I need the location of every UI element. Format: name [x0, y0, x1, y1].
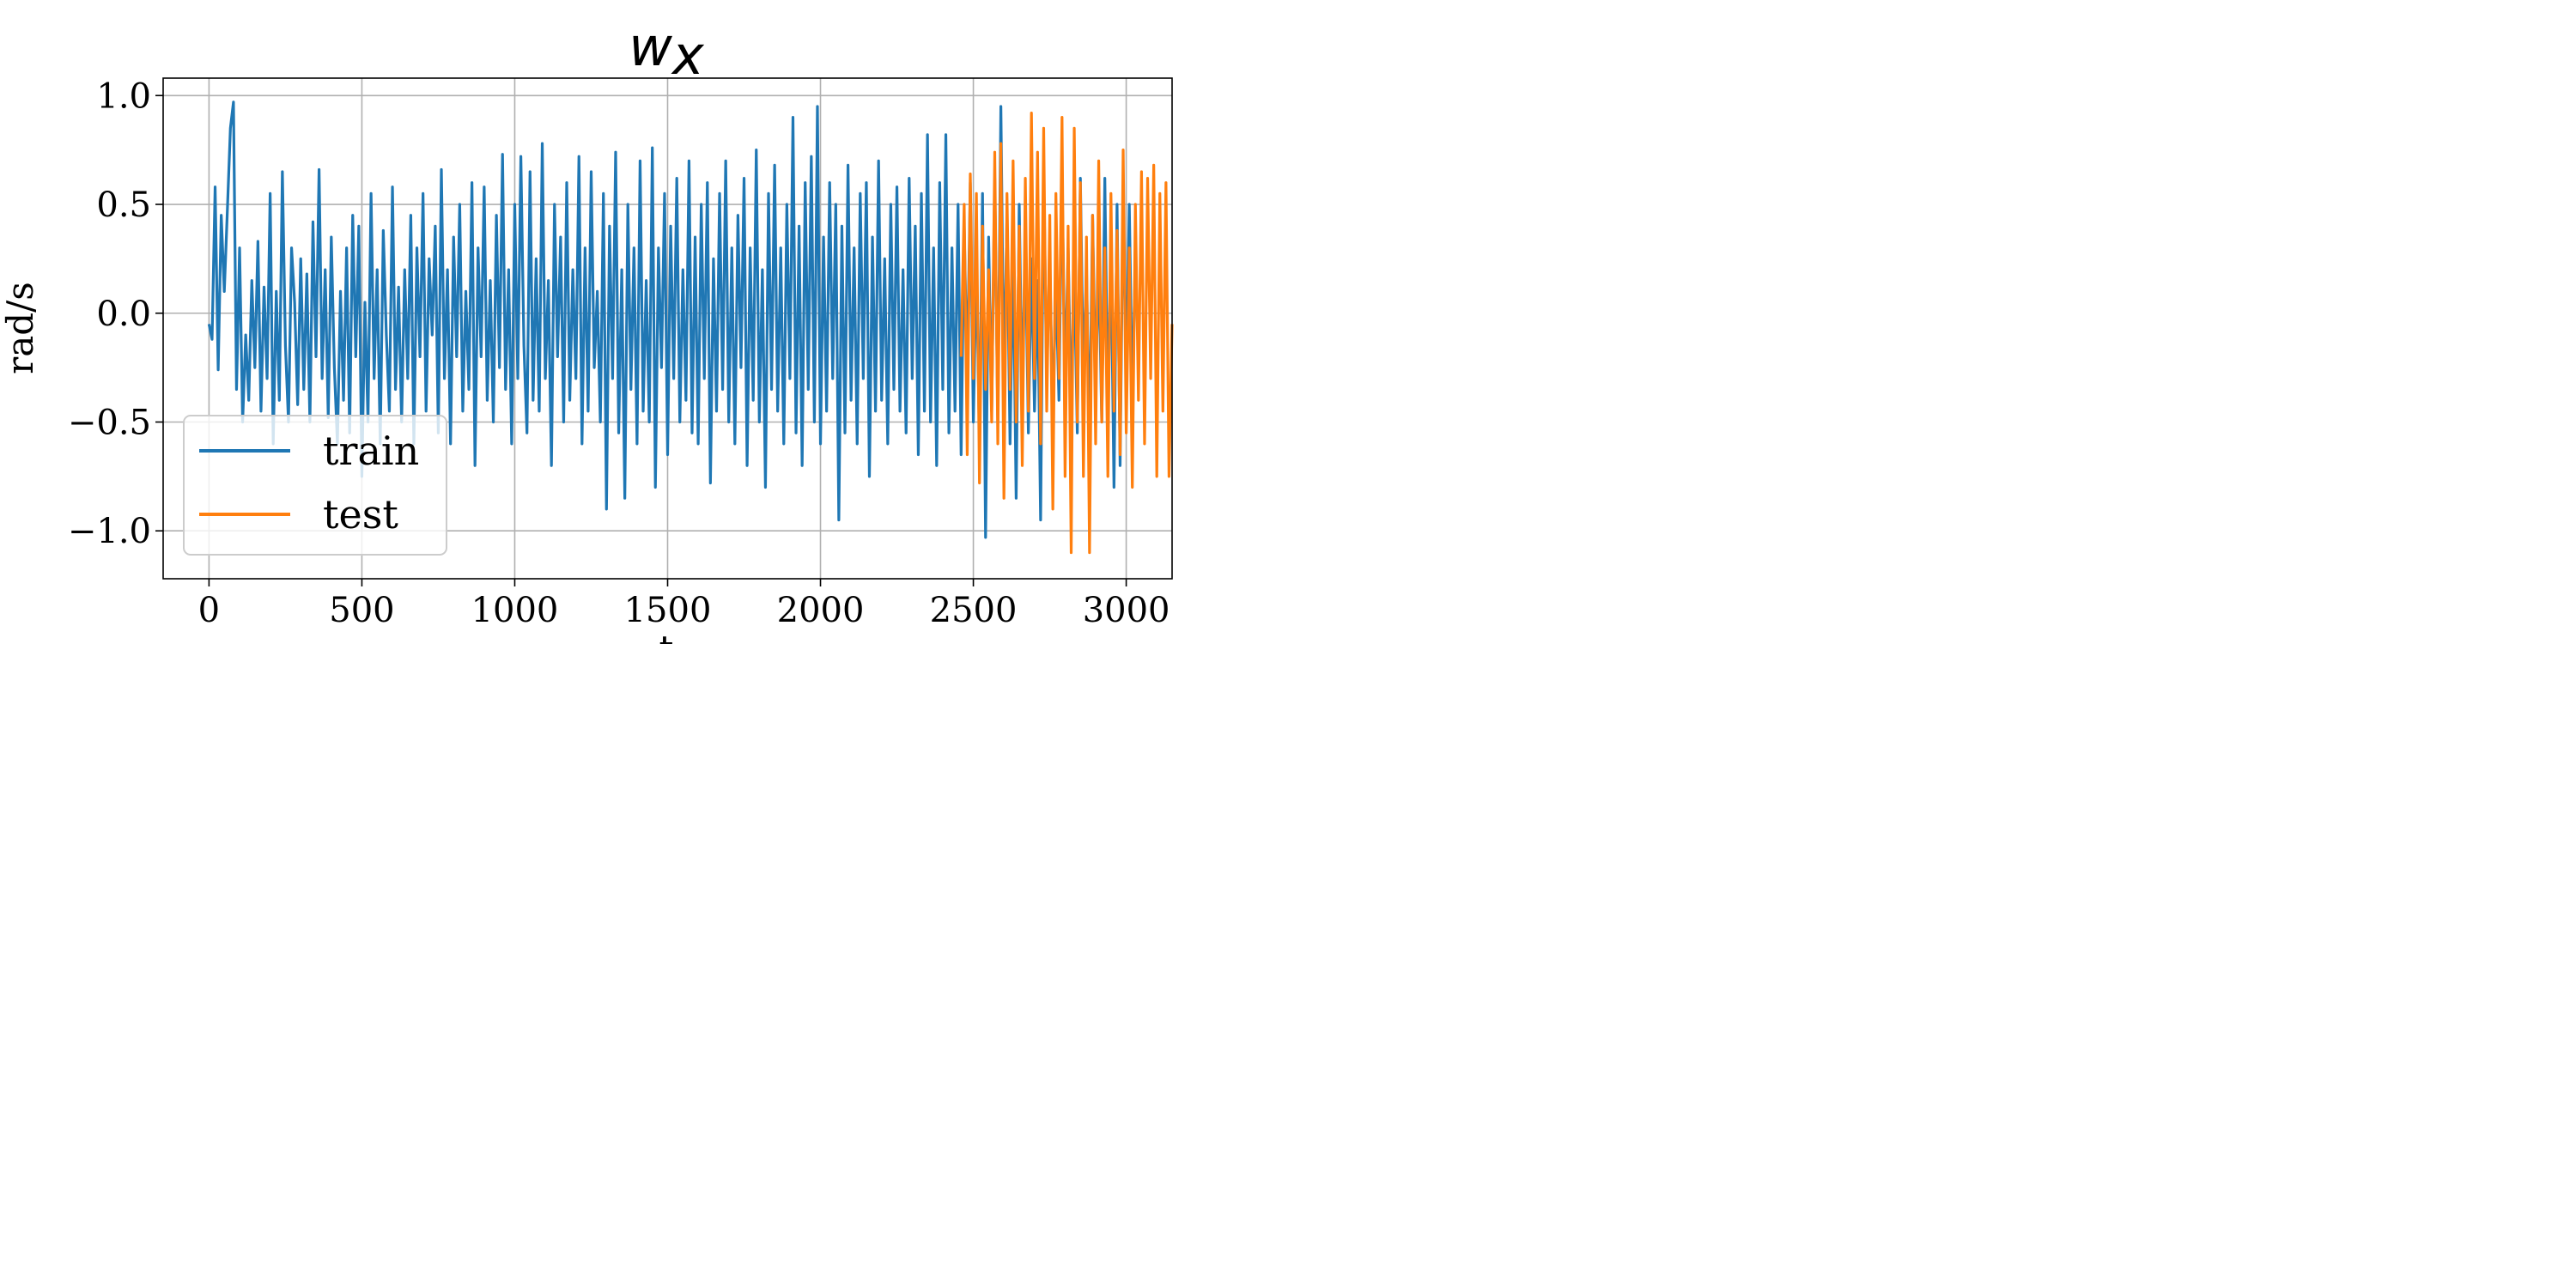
- x-tick-label: 1000: [471, 591, 559, 630]
- x-tick-label: 1500: [624, 591, 712, 630]
- x-tick-label: 500: [329, 591, 394, 630]
- axis-ticks: 0 500 1000 1500 2000 2500 3000 1.0 0.5 0.0 −0.5 −1.…: [68, 76, 1170, 630]
- x-tick-label: 0: [198, 591, 220, 630]
- x-tick-label: 2500: [930, 591, 1018, 630]
- title-base: w: [629, 15, 672, 78]
- chart-title: wx: [629, 15, 705, 87]
- chart: 0 500 1000 1500 2000 2500 3000 1.0 0.5 0.0 −0.5 −1.…: [0, 15, 1174, 644]
- x-tick-label: 3000: [1083, 591, 1170, 630]
- x-tick-label: 2000: [777, 591, 865, 630]
- x-axis-label: t: [659, 628, 674, 644]
- series-layer: [207, 100, 1174, 555]
- legend: train test: [183, 415, 447, 556]
- y-tick-label: −0.5: [68, 403, 151, 442]
- legend-label-test: test: [323, 491, 398, 538]
- y-tick-label: −1.0: [68, 512, 151, 551]
- y-tick-label: 0.5: [96, 185, 151, 225]
- title-subscript: x: [671, 24, 705, 87]
- y-tick-label: 0.0: [96, 295, 151, 334]
- y-tick-label: 1.0: [96, 76, 151, 116]
- y-axis-label: rad/s: [0, 282, 41, 374]
- legend-label-train: train: [323, 428, 419, 474]
- series-line-test: [959, 111, 1174, 555]
